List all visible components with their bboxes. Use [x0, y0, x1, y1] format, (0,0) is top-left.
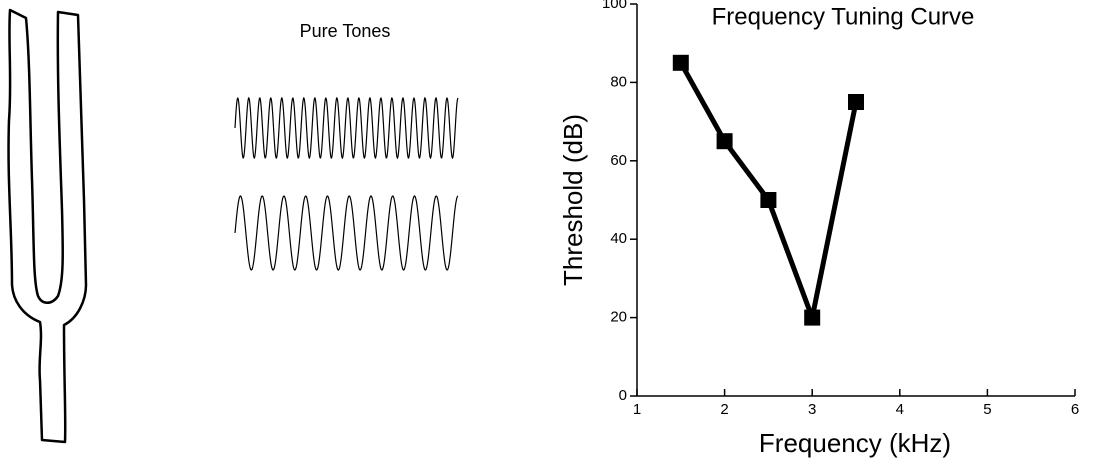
y-tick-label: 0 — [619, 387, 627, 404]
data-marker — [848, 94, 864, 110]
data-marker — [716, 133, 733, 150]
sine-wave-low — [234, 195, 459, 271]
y-tick-label: 100 — [602, 0, 627, 12]
chart-title: Frequency Tuning Curve — [712, 3, 975, 30]
tuning-fork — [7, 8, 88, 444]
y-tick-label: 20 — [610, 309, 627, 326]
pure-tones-label: Pure Tones — [300, 21, 391, 41]
x-axis-title: Frequency (kHz) — [759, 428, 951, 458]
y-tick-label: 80 — [610, 73, 627, 90]
x-tick-label: 2 — [720, 401, 728, 418]
y-tick-label: 60 — [610, 152, 627, 169]
x-tick-label: 5 — [983, 401, 991, 418]
data-line — [678, 61, 859, 321]
data-marker — [672, 54, 689, 71]
x-tick-label: 6 — [1071, 401, 1079, 418]
data-marker — [804, 309, 821, 326]
x-tick-label: 1 — [633, 401, 641, 418]
data-marker — [760, 192, 777, 208]
chart: Frequency Tuning Curve Frequency (kHz) T… — [558, 0, 1079, 458]
y-axis-title: Threshold (dB) — [558, 114, 588, 286]
x-tick-label: 4 — [896, 401, 904, 418]
y-tick-label: 40 — [610, 230, 627, 247]
sine-wave-high — [234, 96, 459, 160]
x-tick-label: 3 — [808, 401, 816, 418]
